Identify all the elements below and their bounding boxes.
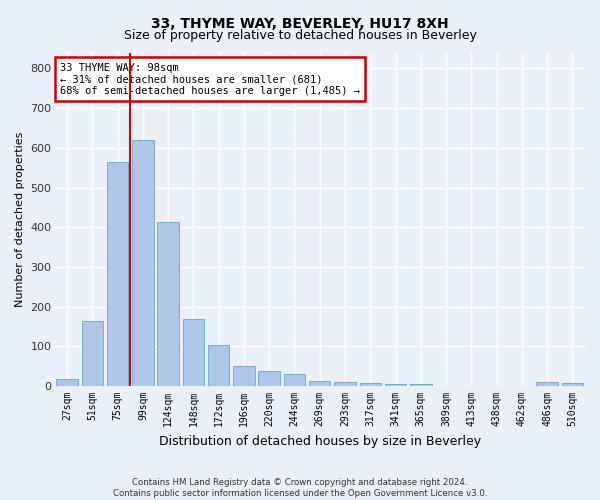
Bar xyxy=(284,374,305,386)
Bar xyxy=(259,371,280,386)
Bar xyxy=(562,383,583,386)
Y-axis label: Number of detached properties: Number of detached properties xyxy=(15,132,25,307)
Text: Size of property relative to detached houses in Beverley: Size of property relative to detached ho… xyxy=(124,29,476,42)
Bar xyxy=(359,383,381,386)
Bar xyxy=(334,382,356,386)
Bar xyxy=(385,384,406,386)
Bar xyxy=(82,322,103,386)
Bar xyxy=(107,162,128,386)
Text: Contains HM Land Registry data © Crown copyright and database right 2024.
Contai: Contains HM Land Registry data © Crown c… xyxy=(113,478,487,498)
Text: 33, THYME WAY, BEVERLEY, HU17 8XH: 33, THYME WAY, BEVERLEY, HU17 8XH xyxy=(151,18,449,32)
Bar xyxy=(536,382,558,386)
Bar xyxy=(309,381,331,386)
Text: 33 THYME WAY: 98sqm
← 31% of detached houses are smaller (681)
68% of semi-detac: 33 THYME WAY: 98sqm ← 31% of detached ho… xyxy=(60,62,360,96)
Bar xyxy=(56,379,78,386)
Bar xyxy=(208,345,229,386)
Bar xyxy=(410,384,431,386)
Bar xyxy=(182,318,204,386)
Bar xyxy=(233,366,254,386)
X-axis label: Distribution of detached houses by size in Beverley: Distribution of detached houses by size … xyxy=(158,434,481,448)
Bar xyxy=(132,140,154,386)
Bar xyxy=(157,222,179,386)
